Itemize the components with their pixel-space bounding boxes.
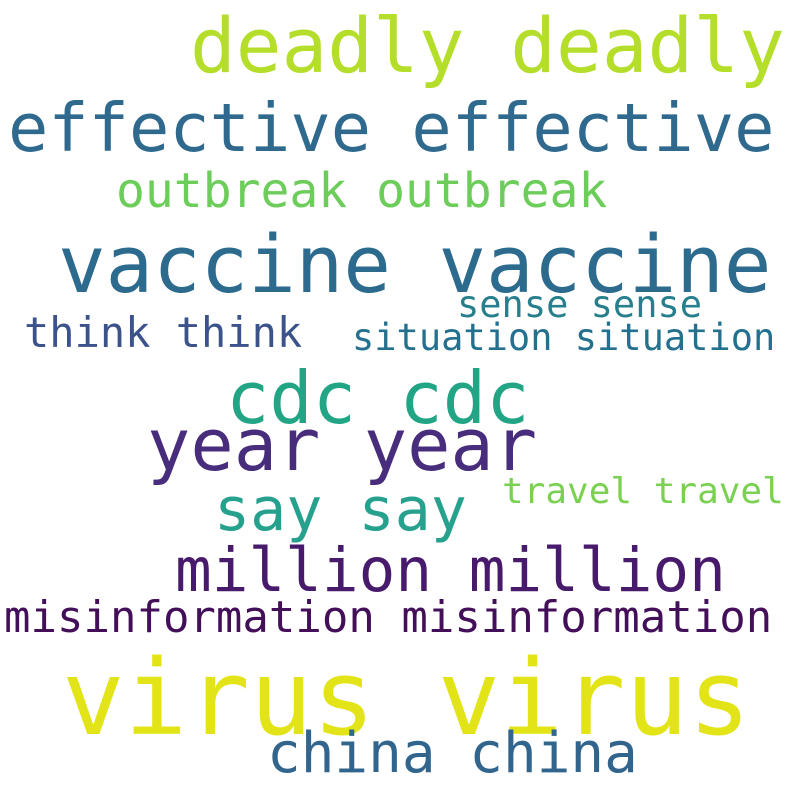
- word-effective: effective effective: [8, 88, 775, 167]
- word-think: think think: [24, 308, 303, 358]
- word-million: million million: [175, 535, 726, 607]
- word-travel: travel travel: [502, 470, 784, 512]
- word-china: china china: [267, 721, 638, 787]
- word-vaccine: vaccine vaccine: [58, 219, 772, 312]
- word-sense: sense sense: [457, 283, 703, 327]
- word-deadly: deadly deadly: [190, 0, 785, 90]
- word-outbreak: outbreak outbreak: [116, 162, 608, 219]
- word-virus: virus virus: [62, 636, 751, 759]
- word-say: say say: [214, 475, 467, 546]
- word-cdc: cdc cdc: [226, 355, 530, 440]
- word-situation: situation situation: [352, 316, 776, 360]
- word-year: year year: [147, 402, 538, 487]
- word-misinformation: misinformation misinformation: [4, 591, 773, 643]
